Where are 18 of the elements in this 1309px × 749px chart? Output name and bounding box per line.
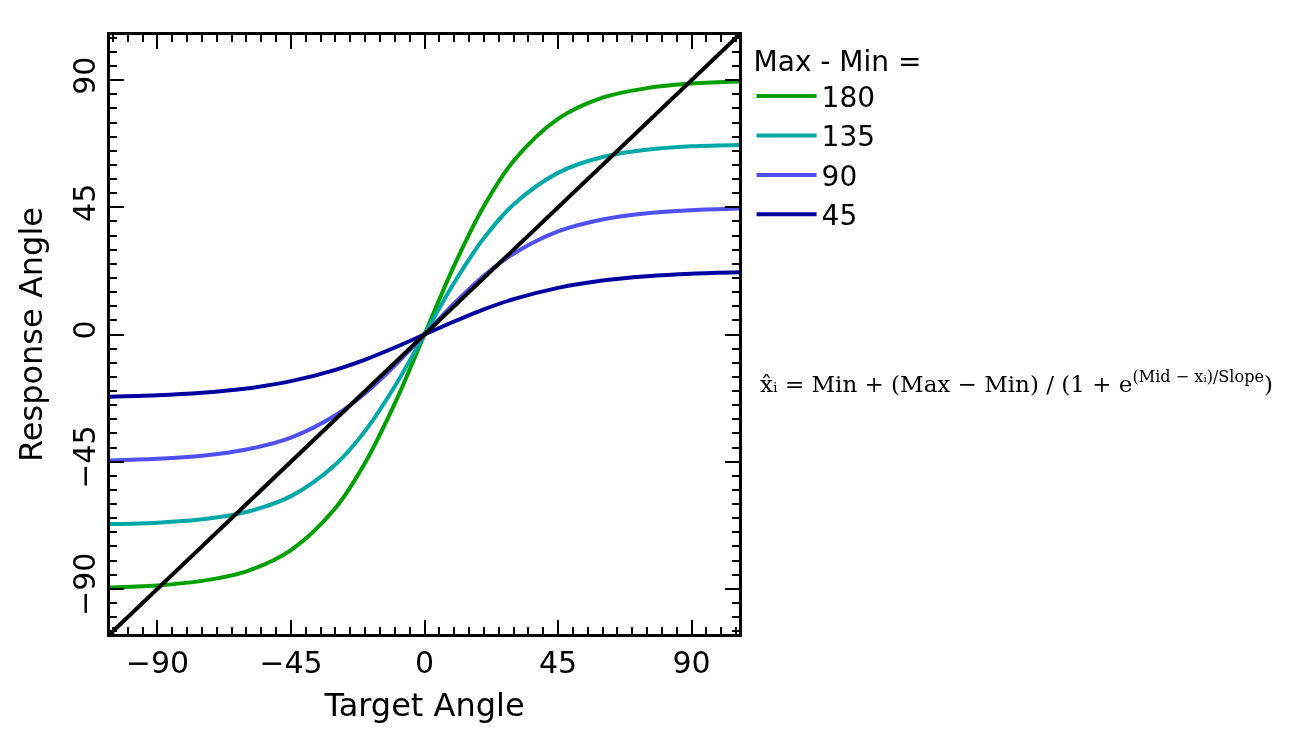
y-axis-title: Response Angle — [12, 207, 51, 462]
legend-label: 90 — [821, 159, 858, 193]
x-tick-label: 0 — [414, 645, 435, 680]
legend-label: 180 — [821, 81, 876, 115]
x-axis-title: Target Angle — [323, 685, 525, 724]
y-tick-label: −90 — [67, 552, 102, 616]
x-tick-label: −45 — [259, 645, 323, 680]
legend-label: 45 — [821, 199, 858, 233]
legend-label: 135 — [821, 120, 876, 154]
y-tick-label: 90 — [67, 56, 102, 95]
legend-title: Max - Min = — [753, 45, 922, 79]
x-tick-label: 45 — [538, 645, 578, 680]
text: x̂ᵢ = Min + (Max − Min) / (1 + e$^{(Mid − xᵢ)/Slope}$) — [760, 367, 1274, 397]
x-tick-label: 90 — [672, 645, 711, 680]
y-tick-label: 0 — [67, 320, 102, 340]
y-tick-label: −45 — [67, 425, 102, 489]
x-tick-label: −90 — [125, 645, 190, 680]
y-tick-label: 45 — [67, 183, 102, 222]
